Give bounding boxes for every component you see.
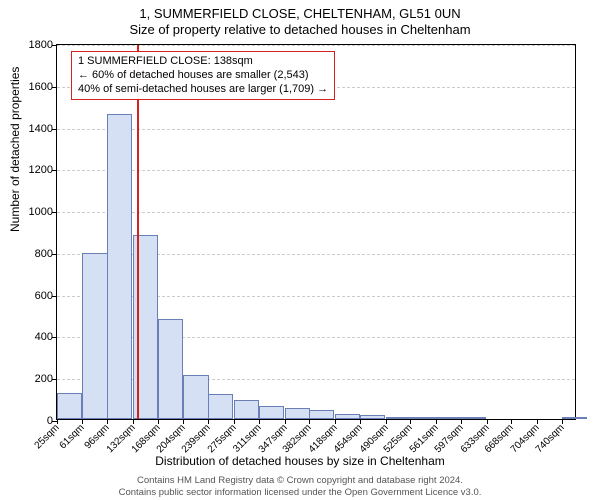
histogram-bar (562, 417, 587, 419)
histogram-bar (461, 417, 486, 419)
x-tick-mark (410, 419, 411, 424)
x-tick-mark (562, 419, 563, 424)
x-tick-mark (183, 419, 184, 424)
annotation-line-2: ← 60% of detached houses are smaller (2,… (78, 69, 328, 83)
histogram-bar (107, 114, 132, 419)
grid-line (57, 129, 575, 130)
title-line-2: Size of property relative to detached ho… (0, 22, 600, 37)
y-tick-mark (52, 379, 57, 380)
histogram-bar (410, 417, 435, 419)
histogram-bar (158, 319, 183, 419)
title-line-1: 1, SUMMERFIELD CLOSE, CHELTENHAM, GL51 0… (0, 6, 600, 21)
histogram-bar (234, 400, 259, 419)
chart-header: 1, SUMMERFIELD CLOSE, CHELTENHAM, GL51 0… (0, 0, 600, 37)
y-axis-label: Number of detached properties (8, 67, 22, 232)
x-tick-label: 25sqm (31, 421, 61, 451)
x-tick-mark (537, 419, 538, 424)
footer-line-1: Contains HM Land Registry data © Crown c… (0, 475, 600, 486)
reference-annotation-box: 1 SUMMERFIELD CLOSE: 138sqm ← 60% of det… (71, 51, 335, 100)
histogram-bar (285, 408, 310, 419)
y-tick-mark (52, 87, 57, 88)
x-tick-mark (386, 419, 387, 424)
histogram-bar (335, 414, 360, 419)
x-tick-mark (309, 419, 310, 424)
y-tick-mark (52, 45, 57, 46)
y-tick-mark (52, 212, 57, 213)
x-tick-mark (461, 419, 462, 424)
histogram-bar (183, 375, 208, 419)
histogram-bar (309, 410, 334, 419)
grid-line (57, 170, 575, 171)
x-tick-mark (436, 419, 437, 424)
annotation-line-1: 1 SUMMERFIELD CLOSE: 138sqm (78, 55, 328, 69)
x-tick-label: 61sqm (57, 421, 87, 451)
histogram-bar (360, 415, 385, 419)
x-tick-mark (107, 419, 108, 424)
y-tick-mark (52, 170, 57, 171)
x-tick-mark (82, 419, 83, 424)
y-tick-mark (52, 296, 57, 297)
histogram-bar (386, 417, 411, 419)
x-tick-mark (487, 419, 488, 424)
x-tick-mark (335, 419, 336, 424)
histogram-bar (82, 253, 107, 419)
x-tick-mark (259, 419, 260, 424)
y-tick-mark (52, 254, 57, 255)
x-tick-mark (234, 419, 235, 424)
grid-line (57, 45, 575, 46)
x-tick-mark (158, 419, 159, 424)
histogram-plot-area: 02004006008001000120014001600180025sqm61… (56, 44, 576, 420)
y-tick-mark (52, 129, 57, 130)
histogram-bar (259, 406, 284, 419)
x-axis-label: Distribution of detached houses by size … (0, 454, 600, 468)
histogram-bar (208, 394, 233, 419)
x-tick-mark (511, 419, 512, 424)
grid-line (57, 212, 575, 213)
x-tick-mark (285, 419, 286, 424)
x-tick-mark (57, 419, 58, 424)
annotation-line-3: 40% of semi-detached houses are larger (… (78, 83, 328, 97)
reference-line (137, 45, 139, 419)
y-tick-mark (52, 337, 57, 338)
x-tick-mark (360, 419, 361, 424)
x-tick-mark (208, 419, 209, 424)
x-tick-mark (133, 419, 134, 424)
histogram-bar (436, 417, 461, 419)
footer-line-2: Contains public sector information licen… (0, 487, 600, 498)
histogram-bar (57, 393, 82, 419)
attribution-footer: Contains HM Land Registry data © Crown c… (0, 475, 600, 498)
